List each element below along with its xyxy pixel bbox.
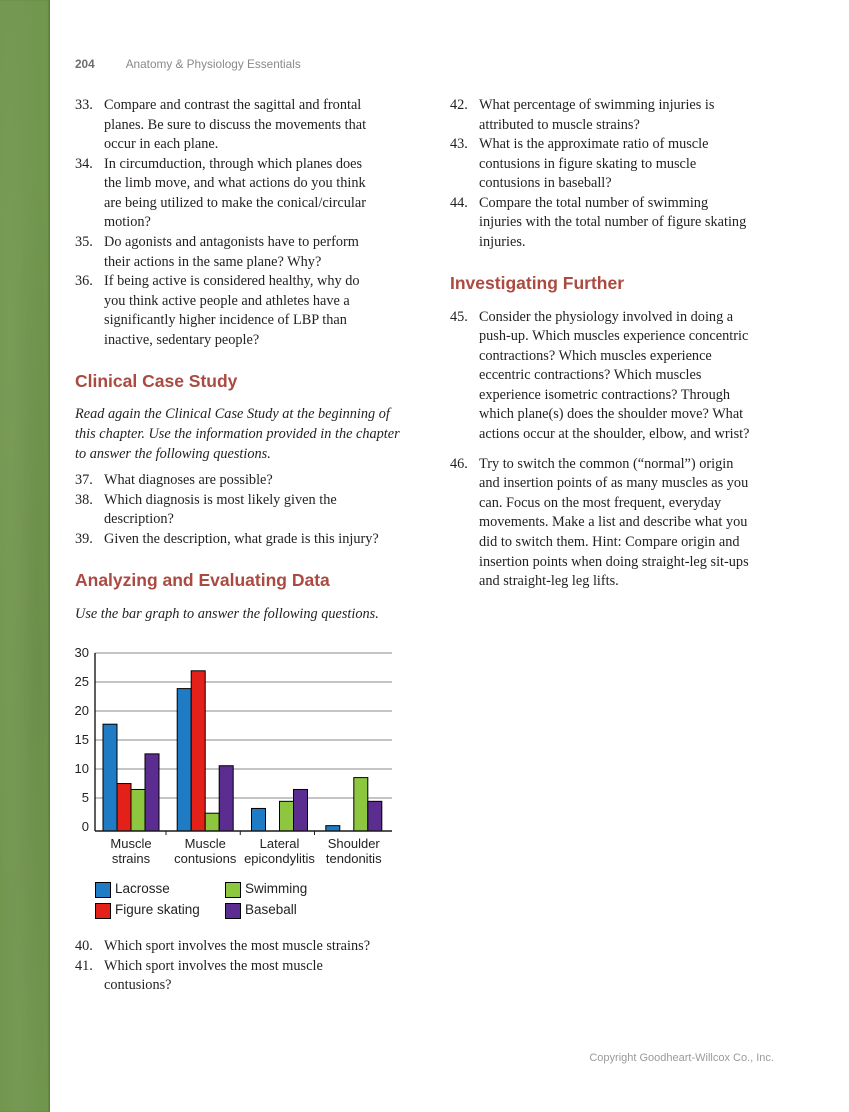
svg-text:Lateral: Lateral [260, 836, 300, 851]
svg-text:10: 10 [75, 761, 89, 776]
svg-text:5: 5 [82, 790, 89, 805]
svg-text:contusions: contusions [174, 851, 237, 866]
svg-text:tendonitis: tendonitis [326, 851, 382, 866]
svg-text:epicondylitis: epicondylitis [244, 851, 315, 866]
svg-text:15: 15 [75, 732, 89, 747]
svg-text:30: 30 [75, 645, 89, 660]
svg-text:0: 0 [82, 819, 89, 834]
svg-text:Shoulder: Shoulder [328, 836, 381, 851]
svg-text:20: 20 [75, 703, 89, 718]
svg-text:Muscle: Muscle [185, 836, 226, 851]
svg-text:Muscle: Muscle [110, 836, 151, 851]
svg-text:25: 25 [75, 674, 89, 689]
svg-text:strains: strains [112, 851, 151, 866]
